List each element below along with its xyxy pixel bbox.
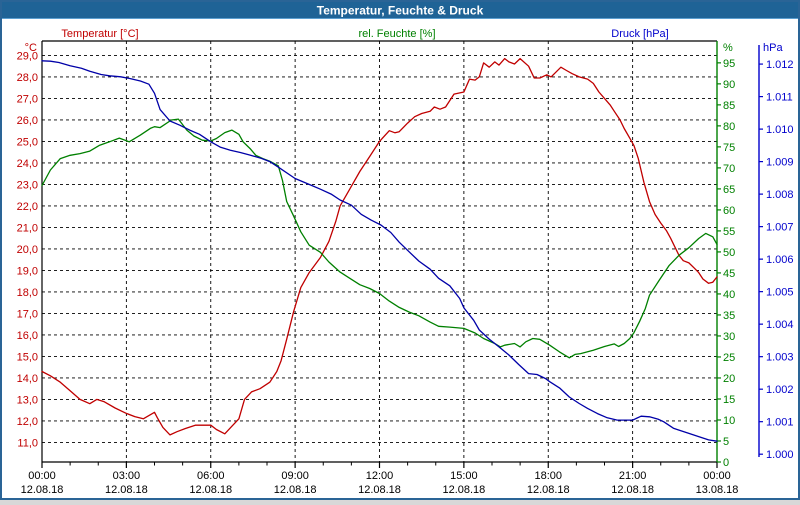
temperature-tick-label: 22,0 — [17, 201, 38, 213]
temperature-tick-label: 13,0 — [17, 394, 38, 406]
temperature-tick-label: 20,0 — [17, 244, 38, 256]
x-date-label: 12.08.18 — [274, 484, 317, 496]
temperature-tick-label: 26,0 — [17, 115, 38, 127]
x-date-label: 13.08.18 — [696, 484, 739, 496]
x-time-label: 15:00 — [450, 470, 478, 482]
pressure-tick-label: 1.006 — [766, 254, 794, 266]
x-time-label: 06:00 — [197, 470, 225, 482]
x-time-label: 12:00 — [366, 470, 394, 482]
pressure-tick-label: 1.004 — [766, 319, 794, 331]
humidity-tick-label: 15 — [723, 394, 735, 406]
temperature-tick-label: 11,0 — [17, 437, 38, 449]
humidity-tick-label: 10 — [723, 415, 735, 427]
pressure-tick-label: 1.010 — [766, 124, 794, 136]
legend-temperature: Temperatur [°C] — [61, 28, 138, 40]
pressure-tick-label: 1.000 — [766, 449, 794, 461]
humidity-tick-label: 30 — [723, 331, 735, 343]
humidity-tick-label: 80 — [723, 121, 735, 133]
title-bar — [2, 2, 798, 18]
x-time-label: 00:00 — [28, 470, 56, 482]
humidity-tick-label: 45 — [723, 268, 735, 280]
window-title: Temperatur, Feuchte & Druck — [317, 4, 484, 18]
temperature-tick-label: 29,0 — [17, 50, 38, 62]
humidity-tick-label: 50 — [723, 247, 735, 259]
x-date-label: 12.08.18 — [527, 484, 570, 496]
pressure-tick-label: 1.005 — [766, 287, 794, 299]
humidity-tick-label: 20 — [723, 373, 735, 385]
temperature-unit-label: °C — [25, 42, 37, 54]
pressure-tick-label: 1.002 — [766, 384, 794, 396]
plot-area: 00:00 12.08.18 03:00 12.08.18 06:00 12.08.18 0… — [17, 40, 794, 496]
temperature-tick-label: 25,0 — [17, 136, 38, 148]
temperature-tick-label: 19,0 — [17, 265, 38, 277]
pressure-tick-label: 1.008 — [766, 189, 794, 201]
temperature-tick-label: 16,0 — [17, 330, 38, 342]
x-time-label: 18:00 — [534, 470, 562, 482]
pressure-tick-label: 1.007 — [766, 222, 794, 234]
humidity-tick-label: 70 — [723, 163, 735, 175]
humidity-tick-label: 0 — [723, 457, 729, 469]
x-date-label: 12.08.18 — [442, 484, 485, 496]
humidity-unit-label: % — [723, 42, 733, 54]
temperature-tick-label: 23,0 — [17, 179, 38, 191]
x-time-label: 03:00 — [113, 470, 141, 482]
x-date-label: 12.08.18 — [189, 484, 232, 496]
pressure-tick-label: 1.012 — [766, 59, 794, 71]
series-druck — [41, 60, 718, 442]
pressure-tick-label: 1.011 — [766, 92, 793, 104]
x-time-label: 21:00 — [619, 470, 647, 482]
humidity-tick-label: 55 — [723, 226, 735, 238]
x-time-label: 00:00 — [703, 470, 731, 482]
x-date-label: 12.08.18 — [105, 484, 148, 496]
temperature-tick-label: 24,0 — [17, 158, 38, 170]
x-date-label: 12.08.18 — [21, 484, 64, 496]
humidity-tick-label: 95 — [723, 58, 735, 70]
x-date-label: 12.08.18 — [358, 484, 401, 496]
pressure-tick-label: 1.003 — [766, 352, 794, 364]
temperature-tick-label: 14,0 — [17, 373, 38, 385]
humidity-tick-label: 75 — [723, 142, 735, 154]
temperature-tick-label: 18,0 — [17, 287, 38, 299]
humidity-tick-label: 65 — [723, 184, 735, 196]
humidity-tick-label: 35 — [723, 310, 735, 322]
temperature-tick-label: 27,0 — [17, 93, 38, 105]
humidity-tick-label: 5 — [723, 436, 729, 448]
pressure-tick-label: 1.009 — [766, 157, 794, 169]
humidity-tick-label: 25 — [723, 352, 735, 364]
legend-humidity: rel. Feuchte [%] — [358, 28, 435, 40]
x-time-label: 09:00 — [281, 470, 309, 482]
humidity-tick-label: 90 — [723, 79, 735, 91]
legend-pressure: Druck [hPa] — [611, 28, 668, 40]
pressure-tick-label: 1.001 — [766, 417, 794, 429]
temperature-tick-label: 12,0 — [17, 416, 38, 428]
series-rel-feuchte — [41, 118, 718, 359]
humidity-tick-label: 60 — [723, 205, 735, 217]
pressure-unit-label: hPa — [763, 42, 783, 54]
x-date-label: 12.08.18 — [611, 484, 654, 496]
temperature-tick-label: 15,0 — [17, 351, 38, 363]
humidity-tick-label: 40 — [723, 289, 735, 301]
humidity-tick-label: 85 — [723, 100, 735, 112]
temperature-tick-label: 17,0 — [17, 308, 38, 320]
temperature-tick-label: 21,0 — [17, 222, 38, 234]
series-temperatur — [41, 57, 718, 436]
temperature-tick-label: 28,0 — [17, 72, 38, 84]
